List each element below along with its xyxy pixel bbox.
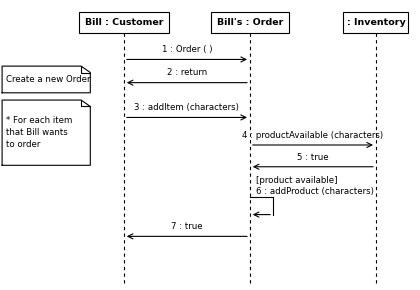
Text: 1 : Order ( ): 1 : Order ( ) [162,45,212,54]
Text: Create a new Order: Create a new Order [6,75,91,84]
Text: Bill : Customer: Bill : Customer [85,18,163,27]
Text: 2 : return: 2 : return [167,68,207,77]
Bar [79,12,169,33]
Bar [211,12,289,33]
Text: 5 : true: 5 : true [297,153,329,162]
Text: Bill's : Order: Bill's : Order [217,18,283,27]
Text: 4 : productAvailable (characters): 4 : productAvailable (characters) [242,131,383,140]
Text: : Inventory: : Inventory [346,18,405,27]
Text: 7 : true: 7 : true [171,222,203,231]
Bar [344,12,409,33]
Text: 3 : addItem (characters): 3 : addItem (characters) [134,103,239,112]
Polygon shape [2,66,90,93]
Text: * For each item
that Bill wants
to order: * For each item that Bill wants to order [6,116,73,149]
Polygon shape [2,100,90,165]
Text: [product available]
6 : addProduct (characters): [product available] 6 : addProduct (char… [256,176,374,196]
